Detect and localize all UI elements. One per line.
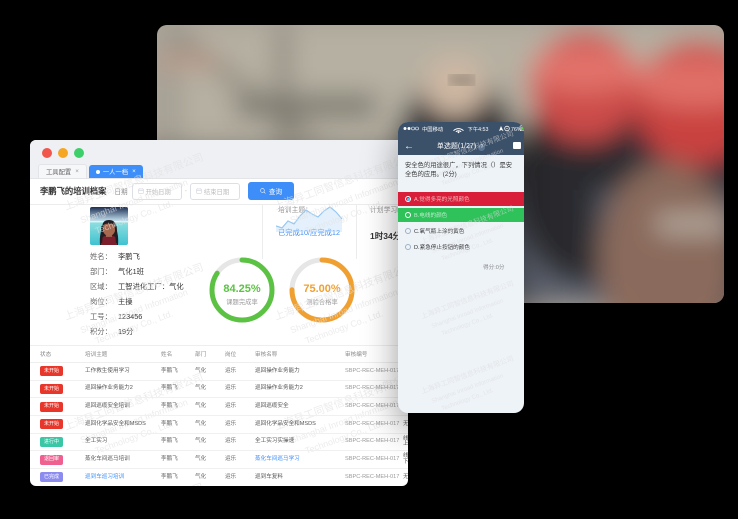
svg-text:课题完成率: 课题完成率 (226, 297, 257, 306)
svg-text:下午4:53: 下午4:53 (468, 125, 489, 133)
svg-text:84.25%: 84.25% (223, 283, 261, 295)
svg-text:75.00%: 75.00% (303, 283, 341, 295)
svg-text:测验合格率: 测验合格率 (306, 297, 337, 306)
svg-text:中国移动: 中国移动 (422, 125, 443, 133)
